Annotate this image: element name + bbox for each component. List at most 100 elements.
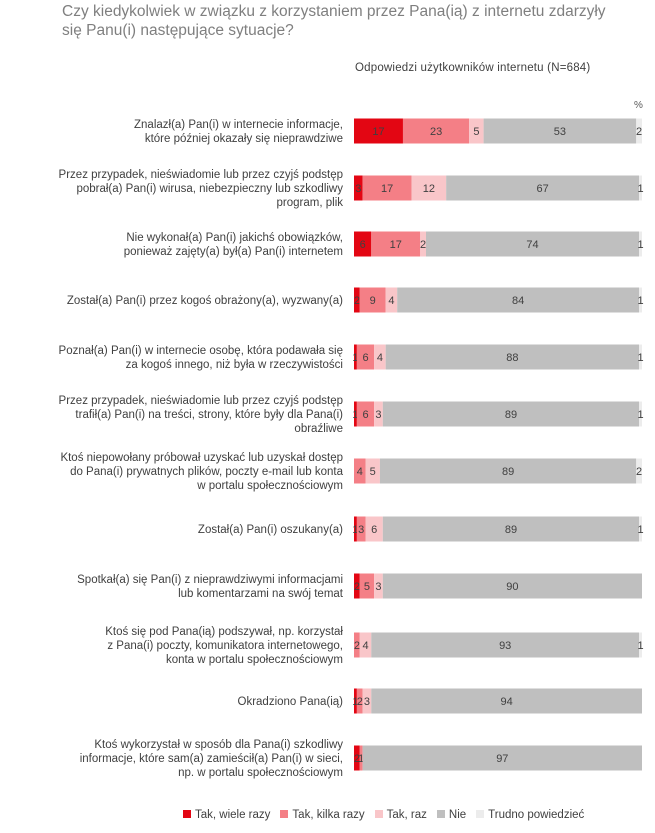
data-label: 90	[506, 581, 518, 593]
data-label: 4	[388, 295, 394, 307]
data-label: 88	[506, 352, 518, 364]
data-label: 3	[358, 524, 364, 536]
category-label: Przez przypadek, nieświadomie lub przez …	[59, 169, 344, 209]
data-label: 84	[512, 295, 524, 307]
legend-label: Tak, wiele razy	[195, 809, 271, 821]
legend-label: Nie	[448, 809, 467, 821]
bar-segment	[354, 401, 357, 427]
category-label: Poznał(a) Pan(i) w internecie osobę, któ…	[59, 345, 343, 371]
bar-segment	[639, 287, 642, 313]
bar-segment	[354, 573, 360, 599]
data-label: 2	[636, 126, 642, 138]
category-label: Spotkał(a) się Pan(i) z nieprawdziwymi i…	[77, 574, 344, 600]
unit-label: %	[634, 100, 643, 111]
bar-segment	[354, 344, 357, 370]
data-label: 2	[354, 581, 360, 593]
category-label: Został(a) Pan(i) przez kogoś obrażony(a)…	[67, 295, 343, 307]
legend-swatch	[183, 810, 191, 818]
legend-label: Trudno powiedzieć	[488, 809, 585, 821]
data-label: 2	[354, 753, 360, 765]
bar-segment	[354, 175, 363, 201]
bar-segment	[446, 175, 640, 201]
legend-item: Tak, wiele razy	[183, 809, 270, 821]
bar-segment	[385, 287, 398, 313]
data-label: 9	[370, 295, 376, 307]
bar-segment	[385, 344, 640, 370]
data-label: 1	[352, 696, 358, 708]
data-label: 1	[352, 352, 358, 364]
category-label: Okradziono Pana(ią)	[238, 696, 344, 708]
bar-segment	[354, 118, 403, 144]
data-label: 1	[352, 409, 358, 421]
data-label: 3	[355, 183, 361, 195]
category-label: Ktoś się pod Pana(ią) podszywał, np. kor…	[105, 626, 343, 666]
bar-segment	[354, 632, 360, 658]
bar-segment	[354, 458, 366, 484]
bar-segment	[356, 401, 375, 427]
bar-segment	[371, 632, 640, 658]
data-label: 4	[362, 640, 368, 652]
bar-segment	[639, 175, 642, 201]
category-label: Ktoś niepowołany próbował uzyskać lub uz…	[60, 452, 343, 492]
data-label: 2	[357, 696, 363, 708]
data-label: 3	[364, 696, 370, 708]
bar-segment	[639, 516, 642, 542]
category-label: Znalazł(a) Pan(i) w internecie informacj…	[134, 119, 343, 145]
data-label: 94	[501, 696, 513, 708]
data-label: 5	[370, 466, 376, 478]
bar-segment	[371, 688, 642, 714]
bar-segment	[362, 688, 372, 714]
data-label: 6	[362, 352, 368, 364]
bar-segment	[354, 745, 360, 771]
legend-swatch	[476, 810, 485, 818]
bar-segment	[639, 344, 642, 370]
data-label: 2	[354, 640, 360, 652]
category-label: Został(a) Pan(i) oszukany(a)	[198, 524, 343, 536]
bar-segment	[374, 344, 386, 370]
data-label: 17	[381, 183, 393, 195]
data-label: 74	[526, 239, 538, 251]
bar-segment	[379, 458, 637, 484]
chart-subtitle: Odpowiedzi użytkowników internetu (N=684…	[355, 62, 590, 74]
legend-item: Trudno powiedzieć	[476, 809, 584, 821]
bar-segment	[359, 745, 363, 771]
data-label: 2	[420, 239, 426, 251]
data-label: 5	[473, 126, 479, 138]
chart-legend: Tak, wiele razy Tak, kilka razy Tak, raz Ni…	[183, 809, 594, 821]
data-label: 23	[430, 126, 442, 138]
data-label: 4	[357, 466, 363, 478]
data-label: 1	[637, 352, 643, 364]
category-label: Nie wykonał(a) Pan(i) jakichś obowiązków…	[124, 232, 343, 258]
data-label: 1	[637, 183, 643, 195]
bar-segment	[639, 231, 642, 257]
data-label: 1	[358, 753, 364, 765]
bar-segment	[362, 745, 642, 771]
data-label: 2	[354, 295, 360, 307]
bar-segment	[420, 231, 426, 257]
legend-item: Tak, raz	[374, 809, 427, 821]
stacked-bar-chart: Znalazł(a) Pan(i) w internecie informacj…	[59, 118, 644, 779]
bar-segment	[382, 516, 640, 542]
data-label: 4	[377, 352, 383, 364]
chart-title: Czy kiedykolwiek w związku z korzystanie…	[62, 3, 606, 39]
bar-segment	[469, 118, 484, 144]
legend-label: Tak, kilka razy	[292, 809, 365, 821]
bar-segment	[354, 516, 357, 542]
bar-segment	[356, 516, 366, 542]
category-label: Ktoś wykorzystał w sposób dla Pana(i) sz…	[80, 739, 344, 779]
bar-segment	[359, 287, 386, 313]
bar-segment	[365, 458, 380, 484]
bar-segment	[359, 573, 375, 599]
data-label: 17	[390, 239, 402, 251]
data-label: 89	[505, 524, 517, 536]
legend-swatch	[436, 810, 445, 818]
bar-segment	[411, 175, 447, 201]
bar-segment	[365, 516, 383, 542]
data-label: 1	[637, 640, 643, 652]
bar-segment	[636, 458, 642, 484]
bar-segment	[374, 401, 383, 427]
data-label: 5	[364, 581, 370, 593]
data-label: 89	[505, 409, 517, 421]
category-label: Przez przypadek, nieświadomie lub przez …	[59, 395, 344, 435]
bar-segment	[359, 632, 372, 658]
